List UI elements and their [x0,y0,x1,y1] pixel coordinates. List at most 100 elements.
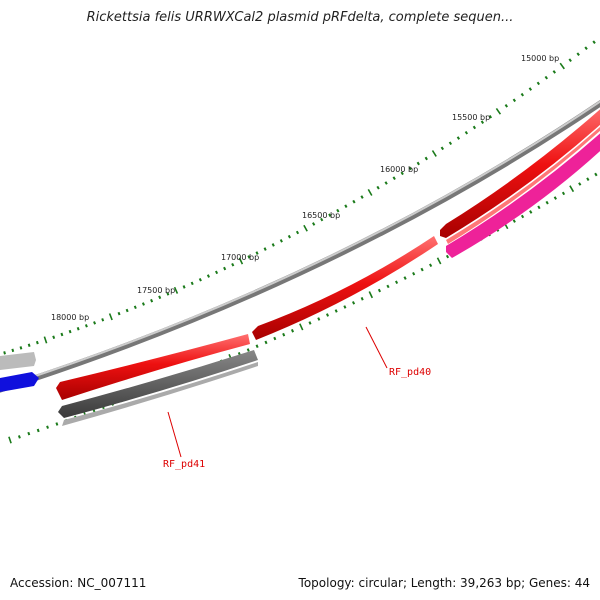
minor-tick [282,332,286,337]
gene-label-rf_pd40[interactable]: RF_pd40 [389,367,431,378]
minor-tick [295,230,300,235]
minor-tick [360,297,364,301]
gene-label-leader-rf_pd41 [167,411,182,458]
major-tick [43,336,48,344]
minor-tick [334,309,338,313]
minor-tick [263,247,267,251]
minor-tick [320,217,324,222]
gene-arrow-rf_pd41[interactable] [58,350,258,418]
major-tick [173,286,179,294]
minor-tick [76,326,80,331]
major-tick [569,185,575,193]
minor-tick [52,335,56,340]
minor-tick [117,311,121,316]
minor-tick [223,266,227,271]
minor-tick [545,200,549,205]
minor-tick [35,340,39,345]
tick-label: 17500 bp [137,286,175,295]
minor-tick [445,254,450,259]
summary-text: Topology: circular; Length: 39,263 bp; G… [298,576,590,590]
major-tick [559,62,565,70]
minor-tick [133,305,137,310]
minor-tick [255,344,259,348]
minor-tick [279,239,283,243]
minor-tick [246,348,250,352]
minor-tick [198,277,202,282]
minor-tick [377,288,382,293]
minor-tick [344,204,348,208]
minor-tick [273,336,277,341]
minor-tick [166,292,170,296]
minor-tick [408,166,412,171]
minor-tick [576,52,580,56]
minor-tick [264,340,268,345]
tick-label: 17000 bp [221,253,259,262]
minor-tick [520,214,525,219]
minor-tick [308,321,312,325]
minor-tick [3,351,6,355]
minor-tick [290,329,295,333]
outer-tick-ring [3,40,596,355]
minor-tick [440,146,445,151]
minor-tick [150,298,154,303]
gene-arrow-rf_pd40[interactable] [252,236,438,340]
blue-gene-arrow [0,372,39,392]
minor-tick [46,425,49,429]
minor-tick [561,191,566,196]
minor-tick [512,98,517,103]
minor-tick [592,40,596,44]
minor-tick [287,234,291,239]
minor-tick [317,317,321,321]
minor-tick [464,130,469,135]
minor-tick [384,181,388,185]
minor-tick [27,431,31,436]
major-tick [238,257,244,265]
minor-tick [255,251,259,255]
minor-tick [392,176,396,181]
minor-tick [101,318,105,322]
tick-label-group: 15000 bp 15500 bp 16000 bp 16500 bp 1700… [51,54,559,322]
gene-arrow-rf_pd41-shadow [62,362,258,426]
gene-label-leader-rf_pd40 [365,326,388,369]
pink-gene-arrow [446,133,600,258]
minor-tick [336,208,340,213]
minor-tick [312,222,316,226]
gene-arrow-rf_pd39[interactable] [440,104,600,238]
major-tick [8,436,12,444]
tick-label: 16500 bp [302,211,340,220]
minor-tick [400,171,404,176]
gene-arrow-rf_pd42[interactable] [56,334,250,400]
minor-tick [520,92,525,97]
major-tick [495,107,502,115]
minor-tick [584,46,588,50]
minor-tick [206,274,211,278]
tick-label: 18000 bp [51,313,89,322]
minor-tick [568,58,572,62]
minor-tick [412,271,416,276]
minor-tick [480,120,485,124]
major-tick [367,189,373,196]
minor-tick [55,422,59,426]
minor-tick [141,302,145,306]
minor-tick [536,81,541,86]
minor-tick [328,213,332,217]
minor-tick [19,346,23,350]
minor-tick [420,267,424,272]
minor-tick [504,104,509,108]
minor-tick [456,136,461,140]
minor-tick [247,255,251,259]
minor-tick [190,281,194,286]
minor-tick [528,87,533,91]
minor-tick [158,295,162,300]
gene-label-rf_pd41[interactable]: RF_pd41 [163,459,205,470]
minor-tick [472,125,477,130]
minor-tick [537,205,541,210]
minor-tick [552,70,557,74]
tick-label: 15000 bp [521,54,559,63]
minor-tick [386,284,390,289]
minor-tick [343,305,347,309]
major-tick [299,323,304,331]
minor-tick [17,435,21,439]
minor-tick [488,114,493,119]
